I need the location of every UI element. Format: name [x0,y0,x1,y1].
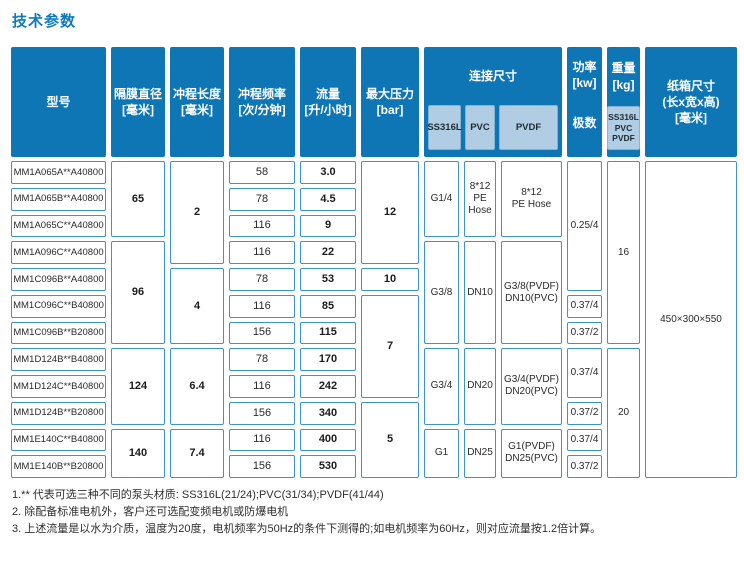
frequency-cell: 156 [229,401,295,425]
footnote-3: 3. 上述流量是以水为介质，温度为20度，电机频率为50Hz的条件下测得的;如电… [12,523,602,535]
conn-pvdf-cell: G1(PVDF) DN25(PVC) [501,428,562,478]
header-frequency: 冲程频率 [次/分钟] [229,47,295,157]
frequency-cell: 78 [229,268,295,291]
flow-cell: 22 [300,241,356,264]
conn-pvc-cell: DN10 [464,241,496,345]
pressure-cell: 10 [361,268,419,291]
model-cell: MM1A065B**A40800 [11,187,106,211]
flow-cell: 4.5 [300,187,356,211]
footnotes: 1.** 代表可选三种不同的泵头材质: SS316L(21/24);PVC(31… [12,487,601,538]
weight-cell: 20 [607,348,640,478]
power-cell: 0.25/4 [567,161,602,291]
model-cell: MM1C096B**A40800 [11,268,106,291]
subheader-pvdf: PVDF [499,105,558,150]
conn-pvc-cell: 8*12 PE Hose [464,161,496,238]
header-connection-group: 连接尺寸 SS316L PVC PVDF [424,47,562,157]
model-cell: MM1A096C**A40800 [11,241,106,264]
frequency-cell: 116 [229,241,295,264]
conn-pvc-cell: DN25 [464,428,496,478]
frequency-cell: 58 [229,161,295,184]
flow-cell: 400 [300,428,356,452]
conn-pvc-cell: DN20 [464,348,496,425]
model-cell: MM1E140B**B20800 [11,455,106,478]
conn-ss316l-cell: G1 [424,428,459,478]
stroke-cell: 4 [170,268,224,345]
flow-cell: 115 [300,321,356,345]
header-poles-label: 极数 [572,116,597,131]
header-diaphragm: 隔膜直径 [毫米] [111,47,165,157]
subheader-ss316l: SS316L [427,105,462,150]
frequency-cell: 156 [229,455,295,478]
frequency-cell: 116 [229,294,295,318]
subheader-weight-materials: SS316L PVC PVDF [607,106,640,150]
conn-ss316l-cell: G3/4 [424,348,459,425]
conn-ss316l-cell: G1/4 [424,161,459,238]
flow-cell: 242 [300,375,356,398]
power-cell: 0.37/4 [567,348,602,398]
stroke-cell: 7.4 [170,428,224,478]
conn-ss316l-cell: G3/8 [424,241,459,345]
power-cell: 0.37/4 [567,428,602,452]
model-cell: MM1A065C**A40800 [11,214,106,238]
conn-pvdf-cell: G3/4(PVDF) DN20(PVC) [501,348,562,425]
subheader-pvc: PVC [465,105,495,150]
power-cell: 0.37/4 [567,294,602,318]
flow-cell: 9 [300,214,356,238]
pressure-cell: 7 [361,294,419,398]
model-cell: MM1C096B**B20800 [11,321,106,345]
header-connection-subheaders: SS316L PVC PVDF [427,105,558,150]
header-power-group: 功率 [kw] 极数 [567,47,602,157]
stroke-cell: 2 [170,161,224,264]
footnote-2: 2. 除配备标准电机外，客户还可选配变频电机或防爆电机 [12,506,289,518]
conn-pvdf-cell: 8*12 PE Hose [501,161,562,238]
carton-size-cell: 450×300×550 [645,161,737,478]
flow-cell: 170 [300,348,356,371]
header-flow: 流量 [升/小时] [300,47,356,157]
footnote-1: 1.** 代表可选三种不同的泵头材质: SS316L(21/24);PVC(31… [12,489,384,501]
diaphragm-cell: 124 [111,348,165,425]
header-power-label: 功率 [kw] [572,59,597,90]
flow-cell: 530 [300,455,356,478]
diaphragm-cell: 65 [111,161,165,238]
model-cell: MM1D124C**B40800 [11,375,106,398]
frequency-cell: 116 [229,375,295,398]
flow-cell: 3.0 [300,161,356,184]
header-carton: 纸箱尺寸 (长x宽x高) [毫米] [645,47,737,157]
diaphragm-cell: 140 [111,428,165,478]
power-cell: 0.37/2 [567,321,602,345]
model-cell: MM1D124B**B20800 [11,401,106,425]
weight-cell: 16 [607,161,640,345]
pressure-cell: 5 [361,401,419,478]
model-cell: MM1D124B**B40800 [11,348,106,371]
flow-cell: 53 [300,268,356,291]
page-title: 技术参数 [12,13,77,30]
diaphragm-cell: 96 [111,241,165,345]
frequency-cell: 78 [229,187,295,211]
power-cell: 0.37/2 [567,401,602,425]
frequency-cell: 78 [229,348,295,371]
model-cell: MM1A065A**A40800 [11,161,106,184]
model-cell: MM1E140C**B40800 [11,428,106,452]
table-body: MM1A065A**A40800 MM1A065B**A40800 MM1A06… [11,161,737,478]
header-weight-group: 重量 [kg] SS316L PVC PVDF [607,47,640,157]
stroke-cell: 6.4 [170,348,224,425]
header-model: 型号 [11,47,106,157]
header-pressure: 最大压力 [bar] [361,47,419,157]
header-stroke: 冲程长度 [毫米] [170,47,224,157]
header-weight-label: 重量 [kg] [611,61,636,92]
table-header-row: 型号 隔膜直径 [毫米] 冲程长度 [毫米] 冲程频率 [次/分钟] 流量 [升… [11,47,737,157]
pressure-cell: 12 [361,161,419,264]
frequency-cell: 116 [229,214,295,238]
flow-cell: 340 [300,401,356,425]
model-cell: MM1C096C**B40800 [11,294,106,318]
conn-pvdf-cell: G3/8(PVDF) DN10(PVC) [501,241,562,345]
flow-cell: 85 [300,294,356,318]
frequency-cell: 156 [229,321,295,345]
frequency-cell: 116 [229,428,295,452]
header-connection-label: 连接尺寸 [468,68,517,83]
power-cell: 0.37/2 [567,455,602,478]
